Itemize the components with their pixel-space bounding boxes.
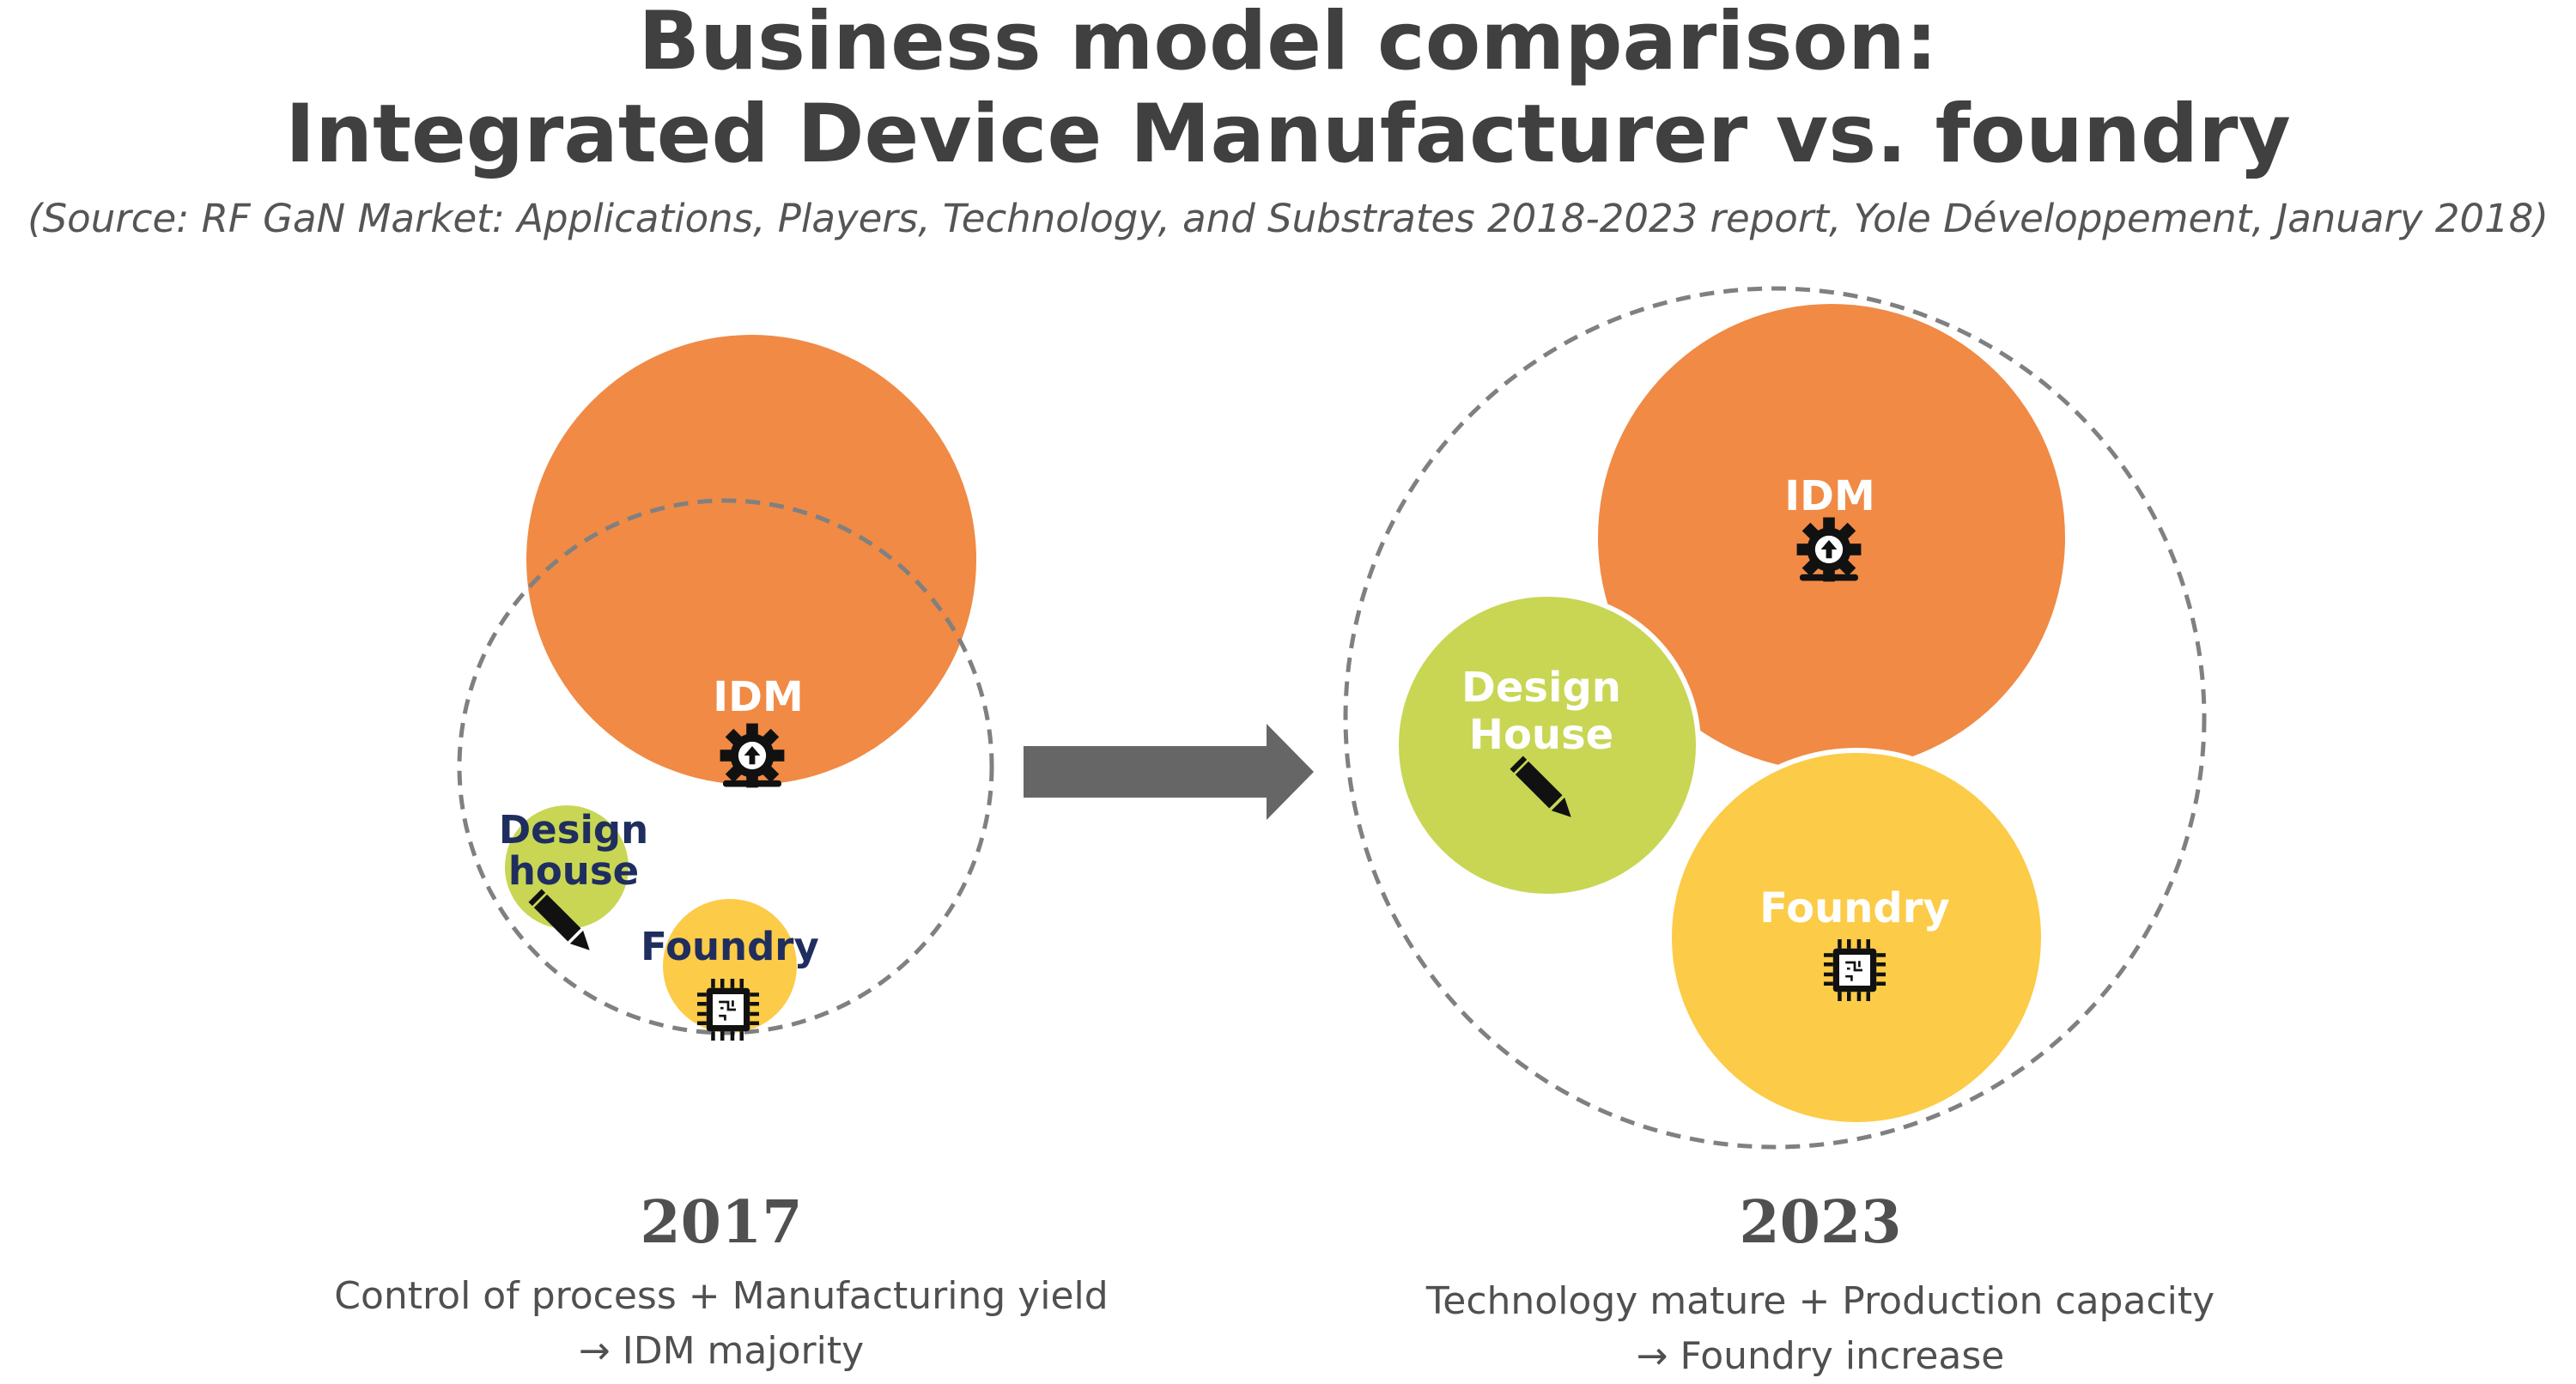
foundry-circle-2023 — [1667, 748, 2046, 1127]
caption-2017-line1: Control of process + Manufacturing yield — [334, 1274, 1109, 1318]
caption-2017-line2: → IDM majority — [578, 1329, 865, 1373]
design-label-2023-line1: Design — [1461, 664, 1621, 712]
design-label-2017-line2: house — [508, 848, 639, 894]
source-citation: (Source: RF GaN Market: Applications, Pl… — [27, 196, 2549, 241]
title-line-1: Business model comparison: — [638, 0, 1938, 88]
foundry-circle-2017 — [663, 899, 797, 1033]
design-label-2023-line2: House — [1469, 711, 1613, 759]
idm-label-2023: IDM — [1784, 472, 1874, 520]
caption-2023-line1: Technology mature + Production capacity — [1425, 1279, 2215, 1323]
idm-circle-2017 — [526, 335, 976, 785]
right-arrow-icon — [1024, 724, 1314, 820]
caption-2023-line2: → Foundry increase — [1636, 1334, 2005, 1378]
market-boundary-2023 — [1343, 286, 2207, 1150]
design-house-circle-2023 — [1394, 592, 1701, 899]
year-2017: 2017 — [640, 1188, 803, 1257]
title-line-2: Integrated Device Manufacturer vs. found… — [285, 88, 2291, 181]
panel-2017: IDM Design house Foundry — [457, 335, 994, 1042]
foundry-label-2017: Foundry — [641, 924, 819, 969]
gear-upload-icon — [1796, 517, 1862, 582]
foundry-label-2023: Foundry — [1759, 884, 1949, 932]
gear-upload-icon — [720, 723, 785, 788]
market-boundary-2017 — [457, 498, 994, 1035]
year-2023: 2023 — [1739, 1188, 1902, 1257]
design-label-2017-line1: Design — [499, 807, 648, 853]
idm-label-2017: IDM — [713, 673, 803, 721]
panel-2023: IDM Design House Foundry — [1343, 286, 2207, 1150]
